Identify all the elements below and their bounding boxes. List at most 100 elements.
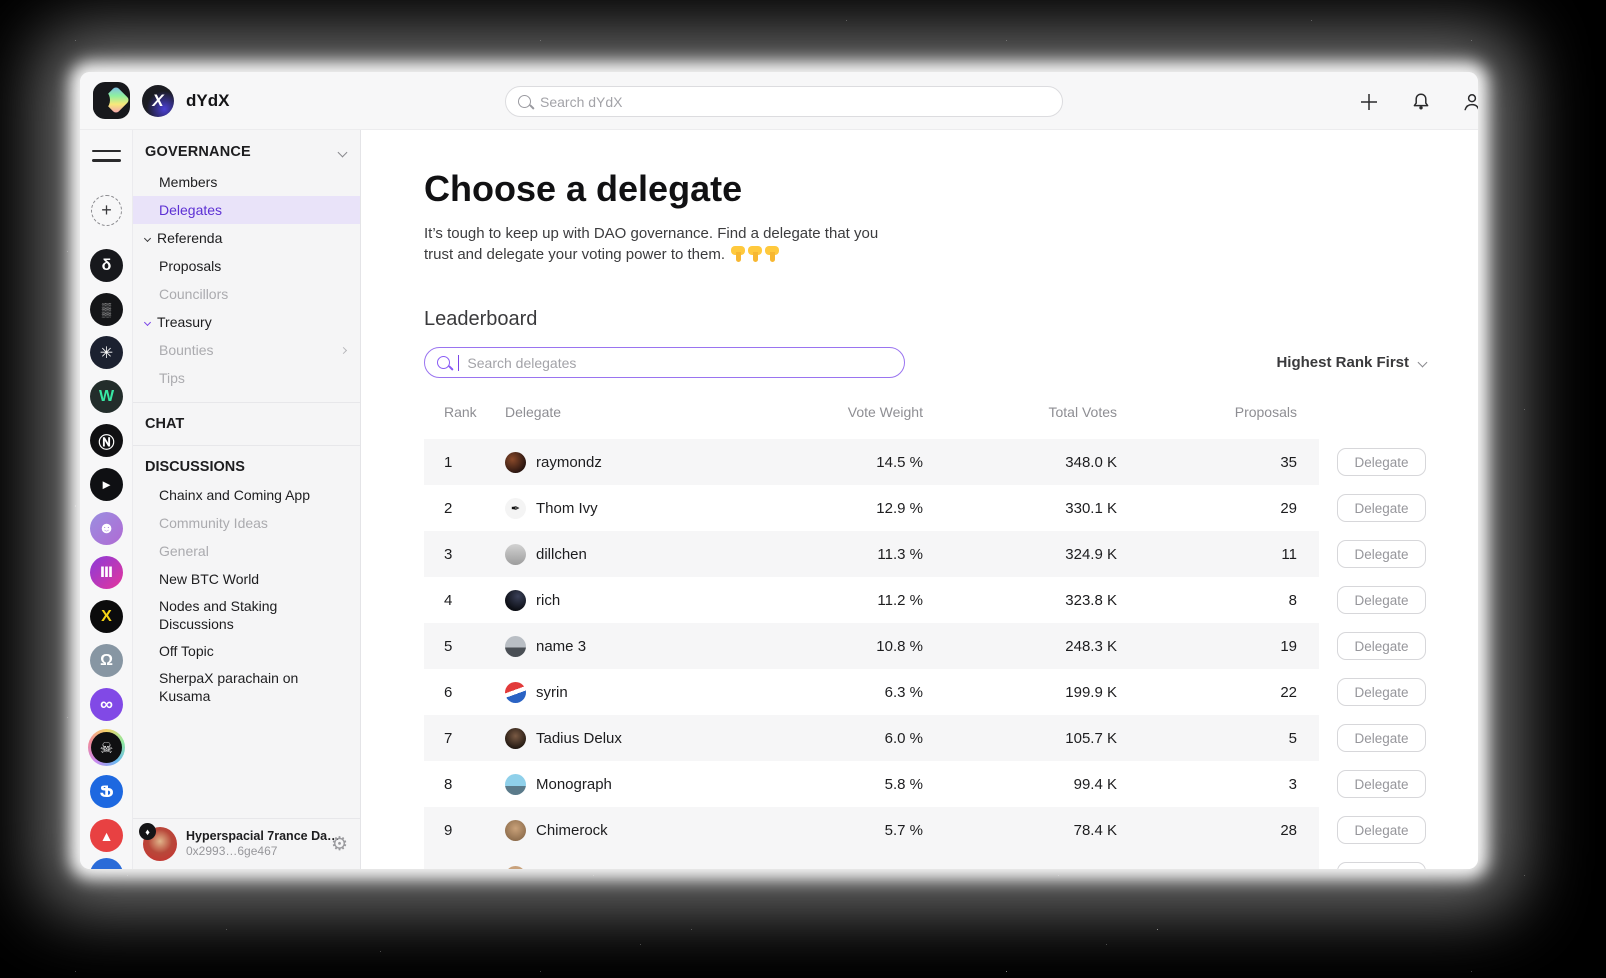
- app-window: X dYdX + δ ▒ ✳ W Ⓝ ► ☻ Ⅲ X Ω ∞: [80, 72, 1478, 869]
- sidebar-item-tips[interactable]: Tips: [159, 370, 185, 386]
- delegate-button[interactable]: Delegate: [1337, 770, 1426, 798]
- delegate-avatar: [505, 773, 526, 795]
- chevron-down-icon: [143, 234, 152, 242]
- delegate-name: rich: [536, 591, 561, 609]
- delegate-search-input[interactable]: [467, 354, 892, 371]
- avalanche-icon[interactable]: ▲: [90, 819, 123, 852]
- delegate-avatar: [505, 543, 526, 565]
- workspace-title: dYdX: [186, 91, 230, 110]
- chainx-icon[interactable]: X: [90, 600, 123, 633]
- table-row: 7 Tadius Delux 6.0 % 105.7 K 5 Delegate: [424, 715, 1426, 761]
- network-rail: + δ ▒ ✳ W Ⓝ ► ☻ Ⅲ X Ω ∞ ☠ Ֆ ▲: [80, 130, 133, 869]
- pointing-down-emoji: [731, 245, 746, 262]
- leaderboard-title: Leaderboard: [424, 308, 538, 330]
- delegate-button[interactable]: Delegate: [1337, 816, 1426, 844]
- sidebar-item-delegates[interactable]: Delegates: [133, 196, 360, 224]
- pointing-down-emoji: [765, 245, 780, 262]
- page-title: Choose a delegate: [424, 168, 743, 209]
- ape-icon[interactable]: ☠: [88, 729, 125, 766]
- table-header: Rank Delegate Vote Weight Total Votes Pr…: [424, 404, 1319, 420]
- table-row: 3 dillchen 11.3 % 324.9 K 11 Delegate: [424, 531, 1426, 577]
- chevron-down-icon: [143, 318, 152, 326]
- ghost-icon[interactable]: ☻: [90, 512, 123, 545]
- chevron-right-icon: [339, 346, 348, 354]
- pillars-icon[interactable]: Ⅲ: [90, 556, 123, 589]
- sidebar-item-referenda[interactable]: Referenda: [133, 224, 360, 252]
- chevron-down-icon: [337, 147, 348, 157]
- sort-label: Highest Rank First: [1276, 354, 1409, 371]
- column-total-votes: Total Votes: [1048, 404, 1118, 420]
- sidebar-item-general[interactable]: General: [159, 543, 209, 559]
- delegate-search[interactable]: [424, 347, 905, 378]
- page-subtitle: It’s tough to keep up with DAO governanc…: [424, 225, 879, 263]
- sidebar-item-treasury[interactable]: Treasury: [133, 308, 360, 336]
- sidebar-item-nodes-and-staking[interactable]: Nodes and Staking Discussions: [159, 598, 278, 632]
- sidebar-item-bounties[interactable]: Bounties: [133, 336, 360, 364]
- user-name: Hyperspacial 7rance Da…: [186, 829, 340, 843]
- sidebar-item-proposals[interactable]: Proposals: [159, 258, 222, 274]
- table-row: 8 Monograph 5.8 % 99.4 K 3 Delegate: [424, 761, 1426, 807]
- omega-icon[interactable]: Ω: [90, 644, 123, 677]
- partial-bottom-icon[interactable]: [90, 858, 123, 869]
- user-card[interactable]: ♦ Hyperspacial 7rance Da… 0x2993…6ge467 …: [133, 818, 360, 869]
- governance-section-header[interactable]: GOVERNANCE: [133, 130, 360, 168]
- delegate-avatar: [505, 681, 526, 703]
- snowflake-icon[interactable]: ✳: [90, 336, 123, 369]
- add-network-button[interactable]: +: [91, 195, 122, 226]
- app-logo[interactable]: [93, 82, 130, 119]
- w-network-icon[interactable]: W: [90, 380, 123, 413]
- notifications-bell-icon[interactable]: [1410, 91, 1432, 113]
- delegate-button[interactable]: Delegate: [1337, 494, 1426, 522]
- delegate-button[interactable]: Delegate: [1337, 632, 1426, 660]
- delegate-button[interactable]: Delegate: [1337, 678, 1426, 706]
- delegate-button[interactable]: Delegate: [1337, 724, 1426, 752]
- global-search-input[interactable]: [540, 93, 1050, 110]
- sidebar-item-councillors[interactable]: Councillors: [159, 286, 229, 302]
- user-address: 0x2993…6ge467: [186, 844, 278, 858]
- table-row: 9 Chimerock 5.7 % 78.4 K 28 Delegate: [424, 807, 1426, 853]
- yearn-icon[interactable]: Ֆ: [90, 775, 123, 808]
- divider: [133, 402, 360, 403]
- delta-network-icon[interactable]: δ: [90, 249, 123, 282]
- delegate-button[interactable]: Delegate: [1337, 586, 1426, 614]
- global-search[interactable]: [505, 86, 1063, 117]
- table-row: 4 rich 11.2 % 323.8 K 8 Delegate: [424, 577, 1426, 623]
- text-caret: [458, 354, 460, 371]
- column-vote-weight: Vote Weight: [847, 404, 923, 420]
- delegate-name: syrin: [536, 683, 568, 701]
- sidebar-item-sherpax-parachain[interactable]: SherpaX parachain on Kusama: [159, 670, 299, 704]
- app-logo-notch: [93, 88, 110, 112]
- sidebar-item-off-topic[interactable]: Off Topic: [159, 643, 214, 659]
- near-icon[interactable]: Ⓝ: [90, 424, 123, 457]
- dot-grid-icon[interactable]: ▒: [90, 293, 123, 326]
- sort-dropdown[interactable]: Highest Rank First: [1276, 354, 1428, 371]
- delegate-name: Chimerock: [536, 821, 608, 839]
- add-button[interactable]: [1358, 91, 1380, 113]
- delegate-avatar: [505, 819, 526, 841]
- delegate-name: Thom Ivy: [536, 499, 598, 517]
- delegate-button[interactable]: Delegate: [1337, 448, 1426, 476]
- bird-icon[interactable]: ►: [90, 468, 123, 501]
- column-delegate: Delegate: [505, 404, 562, 420]
- menu-hamburger-icon[interactable]: [92, 150, 121, 164]
- discussions-section-header[interactable]: DISCUSSIONS: [145, 459, 245, 475]
- sidebar-item-community-ideas[interactable]: Community Ideas: [159, 515, 268, 531]
- account-icon[interactable]: [1461, 91, 1478, 113]
- delegate-button[interactable]: Delegate: [1337, 862, 1426, 869]
- delegate-name: dillchen: [536, 545, 587, 563]
- chat-section-header[interactable]: CHAT: [145, 416, 185, 432]
- table-row: 2 ✒ Thom Ivy 12.9 % 330.1 K 29 Delegate: [424, 485, 1426, 531]
- pointing-down-emoji: [748, 245, 763, 262]
- avatar: ♦: [139, 823, 177, 861]
- sidebar-item-chainx-and-coming-app[interactable]: Chainx and Coming App: [159, 487, 310, 503]
- leaderboard-rows: 1 raymondz 14.5 % 348.0 K 35 Delegate 2 …: [424, 439, 1426, 869]
- delegate-avatar: [505, 865, 526, 869]
- settings-gear-icon[interactable]: ⚙: [330, 833, 348, 855]
- dydx-logo-icon[interactable]: X: [142, 85, 174, 117]
- sidebar-item-members[interactable]: Members: [159, 174, 218, 190]
- sidebar-item-new-btc-world[interactable]: New BTC World: [159, 571, 260, 587]
- delegate-avatar: [505, 589, 526, 611]
- delegate-button[interactable]: Delegate: [1337, 540, 1426, 568]
- polygon-icon[interactable]: ∞: [90, 688, 123, 721]
- main-content: Choose a delegate It’s tough to keep up …: [361, 130, 1478, 869]
